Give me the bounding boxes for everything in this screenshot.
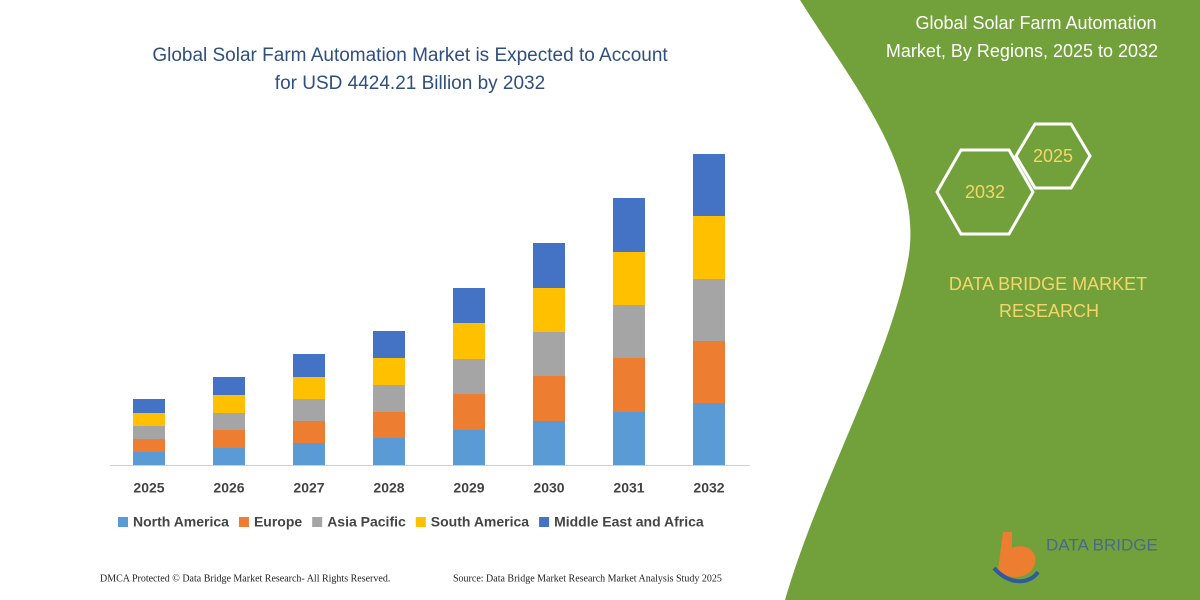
bar-segment <box>213 413 245 430</box>
bar-segment <box>693 403 725 465</box>
bar-segment <box>533 332 565 376</box>
bar-segment <box>453 394 485 430</box>
bar-segment <box>373 358 405 385</box>
legend-label: Asia Pacific <box>327 514 406 530</box>
legend-swatch <box>118 517 128 527</box>
bar-segment <box>453 430 485 465</box>
logo-text: DATA BRIDGE <box>1046 535 1158 554</box>
bar-segment <box>293 399 325 421</box>
legend-label: North America <box>133 514 229 530</box>
bar-segment <box>133 426 165 439</box>
bar-segment <box>373 412 405 438</box>
x-tick-label: 2030 <box>533 480 564 496</box>
legend-swatch <box>415 517 426 527</box>
bar-segment <box>613 198 645 252</box>
bar-segment <box>213 448 245 465</box>
bar-segment <box>613 412 645 465</box>
logo-swoosh <box>992 566 1040 584</box>
bar-segment <box>453 323 485 359</box>
bar-segment <box>293 377 325 399</box>
brand: RESEARCH <box>999 301 1099 321</box>
legend-label: South America <box>431 514 529 530</box>
bar-segment <box>693 341 725 403</box>
bar-segment <box>533 243 565 288</box>
x-tick-label: 2032 <box>693 480 724 496</box>
footer-right: Source: Data Bridge Market Research Mark… <box>453 573 722 584</box>
bar-segment <box>213 377 245 395</box>
bar-segment <box>213 430 245 448</box>
legend-label: Europe <box>254 514 302 530</box>
hexagon-label: 2025 <box>1033 146 1073 166</box>
bar-segment <box>373 438 405 465</box>
bar-segment <box>373 385 405 412</box>
bar-segment <box>373 331 405 358</box>
bar-segment <box>453 288 485 323</box>
side-title: Market, By Regions, 2025 to 2032 <box>886 41 1158 61</box>
legend-swatch <box>238 517 249 527</box>
legend-swatch <box>312 517 323 527</box>
logo-icon <box>998 532 1036 578</box>
bar-segment <box>613 305 645 358</box>
footer-left: DMCA Protected © Data Bridge Market Rese… <box>100 573 390 584</box>
bar-segment <box>213 395 245 413</box>
bar-segment <box>693 154 725 216</box>
legend-label: Middle East and Africa <box>554 514 704 530</box>
chart-title: for USD 4424.21 Billion by 2032 <box>275 73 545 94</box>
x-tick-label: 2026 <box>213 480 244 496</box>
bar-segment <box>533 421 565 465</box>
x-tick-label: 2031 <box>613 480 644 496</box>
hexagon <box>935 148 1035 236</box>
bar-segment <box>293 421 325 443</box>
hexagon-label: 2032 <box>965 182 1005 202</box>
legend-swatch <box>539 517 550 527</box>
bar-segment <box>133 452 165 465</box>
x-tick-label: 2029 <box>453 480 484 496</box>
x-tick-label: 2025 <box>133 480 164 496</box>
side-title: Global Solar Farm Automation <box>915 13 1156 33</box>
bar-segment <box>133 413 165 426</box>
bar-segment <box>613 252 645 305</box>
x-tick-label: 2028 <box>373 480 404 496</box>
green-panel <box>785 0 1200 600</box>
bar-segment <box>533 376 565 421</box>
chart-title: Global Solar Farm Automation Market is E… <box>152 45 668 66</box>
brand: DATA BRIDGE MARKET <box>949 274 1147 294</box>
hexagon <box>1014 122 1092 190</box>
bar-segment <box>453 359 485 394</box>
bar-segment <box>293 354 325 377</box>
bar-segment <box>693 279 725 341</box>
bar-segment <box>613 358 645 412</box>
bar-segment <box>533 288 565 332</box>
bar-segment <box>133 439 165 452</box>
bar-segment <box>133 399 165 413</box>
x-tick-label: 2027 <box>293 480 324 496</box>
bar-segment <box>293 443 325 465</box>
bar-segment <box>693 216 725 279</box>
